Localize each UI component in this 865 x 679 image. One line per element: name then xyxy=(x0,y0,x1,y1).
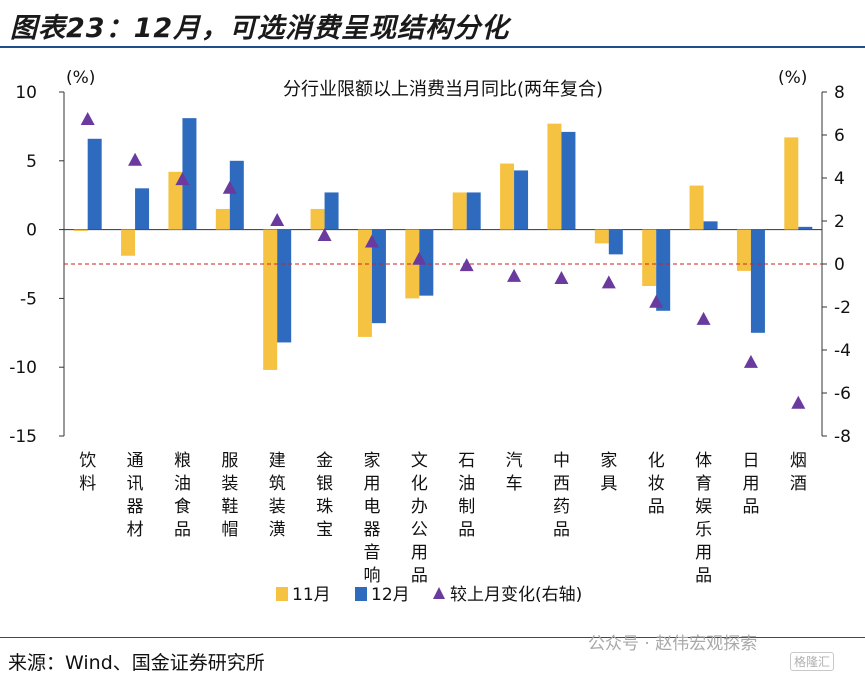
category-label: 中西药品 xyxy=(553,451,570,540)
left-tick-label: 0 xyxy=(26,221,37,241)
category-label: 服装鞋帽 xyxy=(221,451,238,540)
bar-dec xyxy=(750,229,765,333)
right-tick-label: -4 xyxy=(834,341,851,361)
right-tick-label: -8 xyxy=(834,427,851,447)
change-marker xyxy=(80,111,95,125)
change-marker xyxy=(128,152,143,166)
change-marker xyxy=(696,311,711,325)
right-tick-label: -2 xyxy=(834,298,851,318)
legend-marker-change xyxy=(433,587,445,599)
legend-label-dec: 12月 xyxy=(371,585,410,605)
watermark-badge: 格隆汇 xyxy=(790,652,835,671)
bar-dec xyxy=(371,229,386,324)
bars-layer xyxy=(73,118,813,370)
category-label: 石油制品 xyxy=(458,451,475,540)
category-label: 体育娱乐用品 xyxy=(695,451,712,586)
bar-nov xyxy=(547,123,562,230)
left-tick-label: -5 xyxy=(20,289,37,309)
bar-nov xyxy=(405,229,420,299)
change-marker xyxy=(412,251,427,265)
markers-layer xyxy=(80,111,806,409)
left-tick-label: -10 xyxy=(9,358,37,378)
bar-dec xyxy=(561,131,576,230)
bar-dec xyxy=(514,170,529,230)
legend-swatch-dec xyxy=(355,587,367,601)
category-label: 文化办公用品 xyxy=(411,451,428,586)
change-marker xyxy=(317,228,332,242)
bar-dec xyxy=(608,229,623,255)
category-label: 日用品 xyxy=(742,451,759,517)
left-tick-label: -15 xyxy=(9,427,37,447)
left-tick-label: 10 xyxy=(15,83,37,103)
bar-dec xyxy=(656,229,671,311)
legend: 11月 12月 较上月变化(右轴) xyxy=(276,585,582,605)
bar-dec xyxy=(703,221,718,230)
change-marker xyxy=(459,258,474,272)
bar-dec xyxy=(419,229,434,296)
category-label: 家具 xyxy=(600,451,617,494)
bar-nov xyxy=(689,185,704,230)
labels-layer: 10 5 0 -5 -10 -15 8 6 4 2 0 -2 -4 -6 -8 (%) (%) 分行业限额以上消费… xyxy=(9,68,851,586)
change-marker xyxy=(364,234,379,248)
bar-nov xyxy=(168,171,183,230)
category-label: 金银珠宝 xyxy=(316,451,333,540)
legend-swatch-nov xyxy=(276,587,288,601)
left-axis-unit: (%) xyxy=(66,68,95,88)
change-marker xyxy=(270,213,285,226)
change-marker xyxy=(743,354,758,368)
watermark: 公众号 · 赵伟宏观探索 xyxy=(588,634,758,654)
bar-dec xyxy=(182,118,197,230)
bar-nov xyxy=(121,229,136,256)
bar-nov xyxy=(784,137,799,230)
category-label: 汽车 xyxy=(506,451,523,494)
category-label: 化妆品 xyxy=(648,451,665,517)
bar-dec xyxy=(466,192,481,230)
category-label: 家用电器音响 xyxy=(363,451,380,586)
bar-nov xyxy=(73,229,88,231)
bar-nov xyxy=(736,229,751,271)
change-marker xyxy=(507,268,522,282)
change-marker xyxy=(649,294,664,308)
category-label: 通讯器材 xyxy=(127,451,144,540)
bar-dec xyxy=(135,188,150,230)
legend-label-change: 较上月变化(右轴) xyxy=(450,585,582,605)
combo-chart: 10 5 0 -5 -10 -15 8 6 4 2 0 -2 -4 -6 -8 (%) (%) 分行业限额以上消费… xyxy=(9,68,851,605)
right-tick-label: -6 xyxy=(834,384,851,404)
bar-nov xyxy=(452,192,467,230)
right-tick-label: 2 xyxy=(834,212,845,232)
bar-nov xyxy=(642,229,657,287)
bar-dec xyxy=(277,229,292,343)
right-tick-label: 0 xyxy=(834,255,845,275)
right-tick-label: 8 xyxy=(834,83,845,103)
bar-nov xyxy=(357,229,372,337)
bar-dec xyxy=(87,138,102,230)
category-label: 饮料 xyxy=(79,451,96,494)
bar-nov xyxy=(215,208,230,230)
change-marker xyxy=(791,395,806,409)
change-marker xyxy=(554,271,569,285)
category-label: 粮油食品 xyxy=(174,451,191,540)
change-marker xyxy=(175,172,190,186)
left-tick-label: 5 xyxy=(26,152,37,172)
chart-title: 分行业限额以上消费当月同比(两年复合) xyxy=(283,79,603,100)
category-label: 建筑装潢 xyxy=(269,451,286,540)
bar-nov xyxy=(594,229,609,244)
bar-dec xyxy=(324,192,339,230)
right-tick-label: 6 xyxy=(834,126,845,146)
source-note: 来源：Wind、国金证券研究所 xyxy=(8,652,265,674)
bar-nov xyxy=(263,229,278,370)
footer-divider xyxy=(0,637,865,638)
right-axis-unit: (%) xyxy=(778,68,807,88)
bar-dec xyxy=(798,226,813,230)
right-tick-label: 4 xyxy=(834,169,845,189)
bar-nov xyxy=(500,163,515,230)
legend-label-nov: 11月 xyxy=(292,585,331,605)
change-marker xyxy=(601,275,616,289)
header-divider xyxy=(0,46,865,48)
page-title: 图表23：12月，可选消费呈现结构分化 xyxy=(10,13,510,44)
bar-nov xyxy=(310,208,325,230)
category-label: 烟酒 xyxy=(790,451,807,494)
change-marker xyxy=(222,180,237,194)
bar-dec xyxy=(229,160,244,230)
